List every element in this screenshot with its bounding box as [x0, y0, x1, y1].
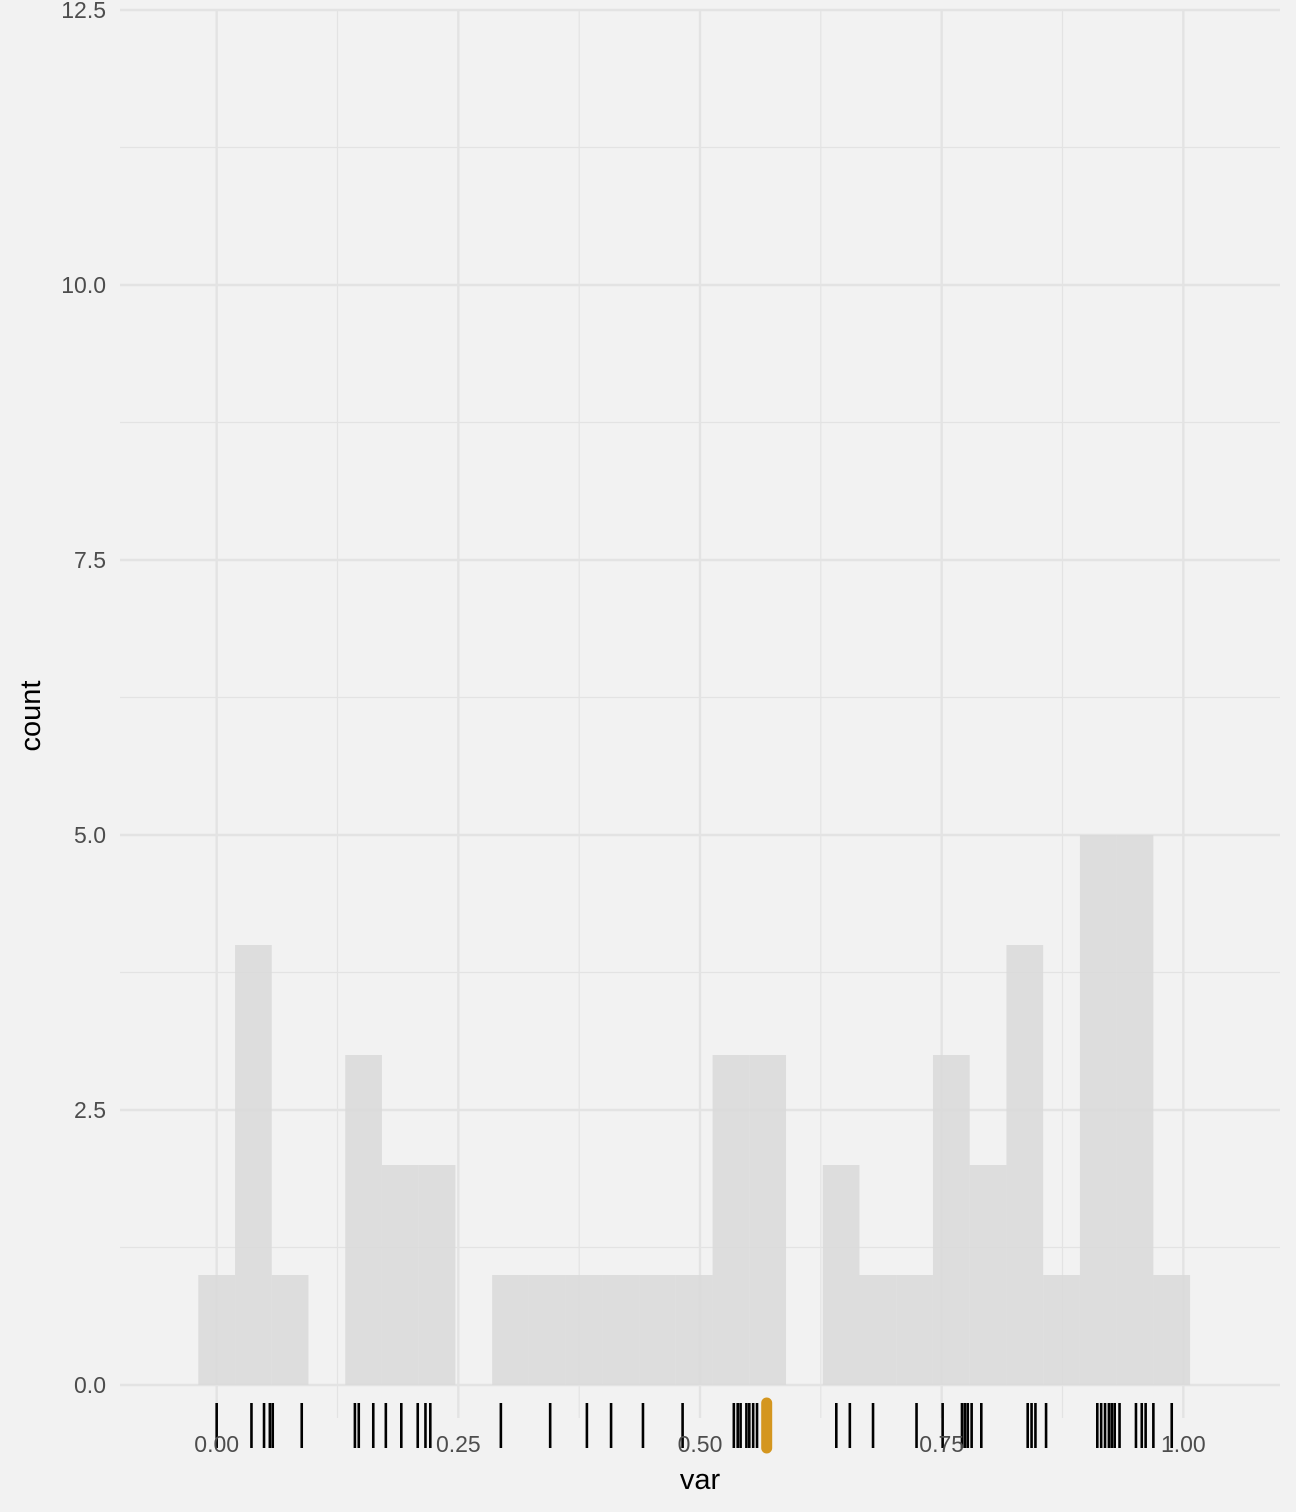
y-axis-title: count [15, 681, 47, 752]
histogram-bar [345, 1055, 382, 1385]
histogram-bars [198, 835, 1191, 1385]
x-tick-labels: 0.00 0.25 0.50 0.75 1.00 [194, 1431, 1205, 1457]
histogram-bar [896, 1275, 933, 1385]
histogram-bar [822, 1165, 860, 1385]
histogram-bar [1153, 1275, 1191, 1385]
histogram-bar [1043, 1275, 1080, 1385]
histogram-bar [565, 1275, 603, 1385]
histogram-bar [1079, 835, 1117, 1385]
histogram-bar [675, 1275, 713, 1385]
histogram-bar [235, 945, 272, 1385]
histogram-bar [198, 1275, 236, 1385]
histogram-bar [528, 1275, 566, 1385]
histogram-bar [859, 1275, 897, 1385]
y-tick-labels: 0.0 2.5 5.0 7.5 10.0 12.5 [61, 0, 106, 1398]
x-tick-label: 0.00 [194, 1431, 239, 1457]
histogram-bar [271, 1275, 309, 1385]
x-tick-label: 0.50 [678, 1431, 723, 1457]
y-tick-label: 2.5 [74, 1097, 106, 1123]
y-tick-label: 5.0 [74, 822, 106, 848]
histogram-bar [969, 1165, 1007, 1385]
y-tick-label: 7.5 [74, 547, 106, 573]
histogram-bar [712, 1055, 750, 1385]
x-axis-title: var [680, 1464, 721, 1496]
x-tick-label: 0.75 [919, 1431, 964, 1457]
histogram-bar [602, 1275, 640, 1385]
y-tick-label: 12.5 [61, 0, 106, 23]
x-tick-label: 1.00 [1161, 1431, 1206, 1457]
histogram-bar [492, 1275, 529, 1385]
histogram-bar [1006, 945, 1044, 1385]
histogram-bar [639, 1275, 676, 1385]
histogram-bar [418, 1165, 456, 1385]
histogram-bar [1116, 835, 1154, 1385]
y-tick-label: 0.0 [74, 1372, 106, 1398]
histogram-bar [932, 1055, 970, 1385]
histogram-bar [381, 1165, 419, 1385]
y-tick-label: 10.0 [61, 272, 106, 298]
histogram-bar [749, 1055, 787, 1385]
rug-marks [215, 1397, 1174, 1454]
x-tick-label: 0.25 [436, 1431, 481, 1457]
